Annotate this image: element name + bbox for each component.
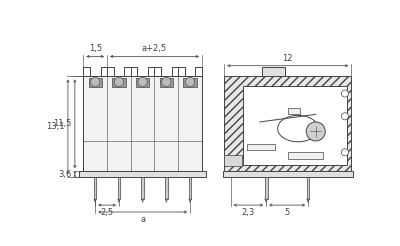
Circle shape [90,77,100,87]
Bar [189,177,191,199]
Circle shape [138,77,147,87]
Bar [88,78,102,87]
Circle shape [341,90,348,97]
Bar [184,78,197,87]
Text: 2,3: 2,3 [242,208,255,217]
Bar [165,177,168,199]
Text: 1,5: 1,5 [89,44,102,53]
Circle shape [341,149,348,156]
Bar [118,177,120,199]
Circle shape [306,122,325,141]
Bar [223,171,353,177]
Bar [288,152,323,159]
Bar [112,78,126,87]
Bar [83,77,202,171]
Bar [243,86,348,165]
Bar [288,108,300,114]
Text: 11,5: 11,5 [54,119,72,128]
Text: a+2,5: a+2,5 [142,44,167,53]
Text: 3,6: 3,6 [58,170,72,179]
Circle shape [186,77,195,87]
Text: 12: 12 [282,54,293,63]
Bar [160,78,173,87]
Bar [80,171,206,177]
Bar [307,177,310,199]
Text: a: a [140,215,145,224]
Bar [247,144,275,150]
Circle shape [114,77,124,87]
Text: 13,1: 13,1 [46,123,65,131]
Circle shape [162,77,171,87]
Text: 2,5: 2,5 [100,208,114,217]
Bar [94,177,96,199]
Bar [265,177,268,199]
Bar [136,78,149,87]
Circle shape [341,113,348,120]
Bar [224,77,351,171]
Text: 5: 5 [284,208,290,217]
Bar [224,155,242,167]
Bar [262,67,285,77]
Bar [142,177,144,199]
